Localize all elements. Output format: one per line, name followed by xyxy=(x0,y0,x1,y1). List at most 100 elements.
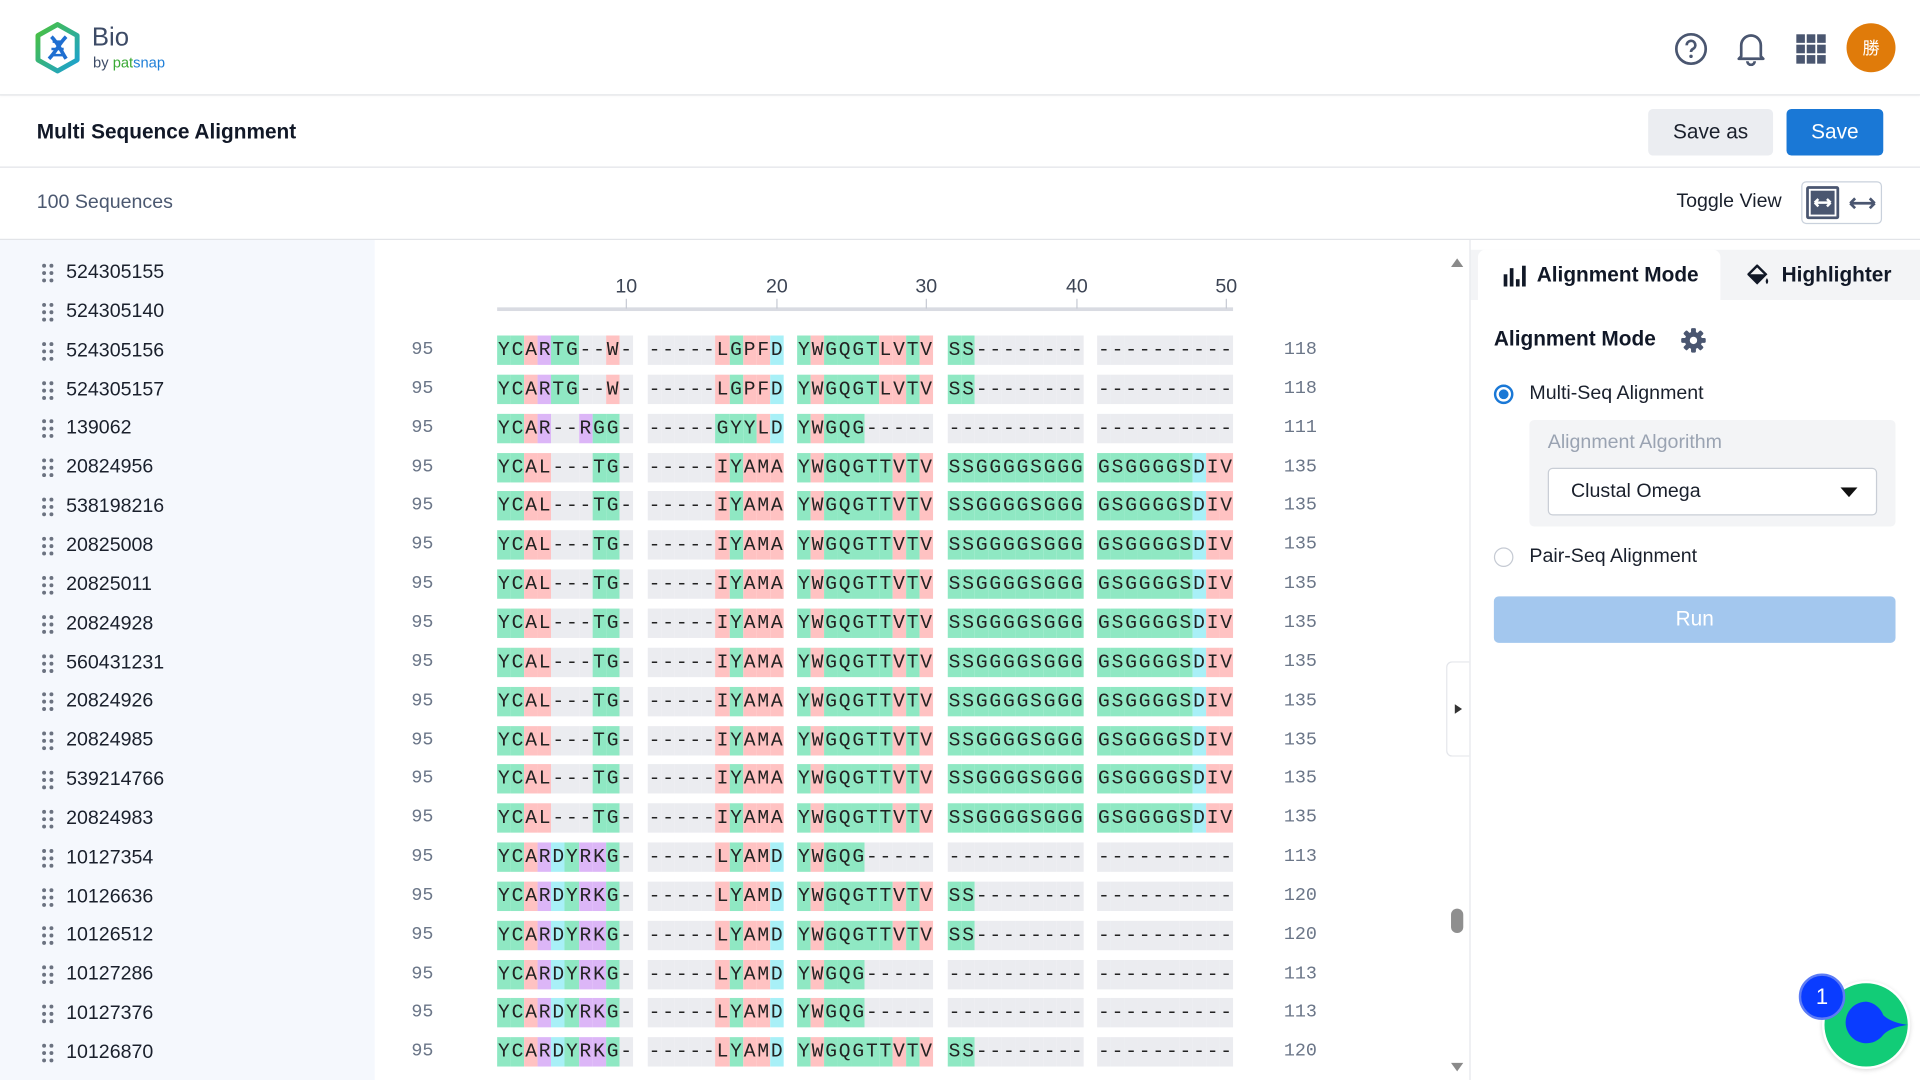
start-position: 95 xyxy=(411,690,434,711)
sequence-list-item[interactable]: 139062 xyxy=(0,411,375,448)
gap-cell: - xyxy=(702,569,716,599)
sequence-list-item[interactable]: 20825011 xyxy=(0,567,375,604)
drag-handle-icon[interactable] xyxy=(42,458,54,478)
pair-seq-label[interactable]: Pair-Seq Alignment xyxy=(1529,546,1698,567)
sequence-list-item[interactable]: 524305155 xyxy=(0,255,375,292)
sequence-list-item[interactable]: 538198216 xyxy=(0,489,375,526)
residue-cell: G xyxy=(824,647,838,677)
drag-handle-icon[interactable] xyxy=(42,887,54,907)
drag-handle-icon[interactable] xyxy=(42,341,54,361)
gap-cell: - xyxy=(619,647,633,677)
scroll-down-arrow-icon[interactable] xyxy=(1450,1057,1465,1079)
residue-cell: A xyxy=(770,452,784,482)
sequence-list-item[interactable]: 10127376 xyxy=(0,996,375,1033)
residue-cell: A xyxy=(524,335,538,365)
drag-handle-icon[interactable] xyxy=(42,926,54,946)
gap-cell: - xyxy=(674,842,689,872)
drag-handle-icon[interactable] xyxy=(42,1043,54,1063)
apps-grid-icon[interactable] xyxy=(1793,31,1830,68)
toggle-wrap-view-button[interactable] xyxy=(1805,185,1841,221)
sequence-list-item[interactable]: 20824985 xyxy=(0,723,375,760)
residue-cell: Y xyxy=(729,764,743,794)
drag-handle-icon[interactable] xyxy=(42,965,54,985)
alignment-row: 95 135 Y C A L - - - T G - - - - - - I Y A M A Y W G Q G T T V T V S S G G G… xyxy=(0,569,1445,599)
drag-handle-icon[interactable] xyxy=(42,1004,54,1024)
sequence-list-item[interactable]: 10127354 xyxy=(0,840,375,877)
residue-cell: S xyxy=(1110,686,1125,716)
residue-cell: G xyxy=(1056,530,1071,560)
gear-icon[interactable] xyxy=(1680,327,1707,360)
gap-cell: - xyxy=(1029,998,1043,1028)
sequence-list-item[interactable]: 10126870 xyxy=(0,1035,375,1072)
collapse-panel-button[interactable] xyxy=(1446,661,1470,757)
sequence-list-item[interactable]: 560431231 xyxy=(0,645,375,682)
residue-cell: Y xyxy=(797,413,811,443)
drag-handle-icon[interactable] xyxy=(42,497,54,517)
gap-cell: - xyxy=(551,491,566,521)
multi-seq-radio[interactable] xyxy=(1493,384,1514,405)
gap-cell: - xyxy=(1151,920,1166,950)
sequence-list-item[interactable]: 10126636 xyxy=(0,879,375,916)
residue-cell: Y xyxy=(797,569,811,599)
sequence-list-item[interactable]: 10126512 xyxy=(0,918,375,955)
bio-logo-icon[interactable] xyxy=(34,22,81,74)
drag-handle-icon[interactable] xyxy=(42,302,54,322)
sequence-list-item[interactable]: 20824926 xyxy=(0,684,375,721)
bell-icon[interactable] xyxy=(1733,29,1770,67)
sequence-list-item[interactable]: 524305157 xyxy=(0,372,375,409)
residue-cell: W xyxy=(810,335,825,365)
drag-handle-icon[interactable] xyxy=(42,614,54,634)
residue-cell: K xyxy=(592,1037,606,1067)
drag-handle-icon[interactable] xyxy=(42,419,54,439)
drag-handle-icon[interactable] xyxy=(42,731,54,751)
residue-cell: G xyxy=(824,491,838,521)
residue-cell: R xyxy=(537,842,552,872)
alignment-scrollbar[interactable] xyxy=(1446,240,1469,1080)
save-button[interactable]: Save xyxy=(1786,108,1884,156)
sequence-list-item[interactable]: 10127286 xyxy=(0,957,375,994)
save-as-button[interactable]: Save as xyxy=(1648,108,1774,156)
residue-cell: S xyxy=(1029,452,1043,482)
scroll-up-arrow-icon[interactable] xyxy=(1450,252,1465,274)
drag-handle-icon[interactable] xyxy=(42,809,54,829)
sequence-list-item[interactable]: 524305140 xyxy=(0,294,375,331)
residue-cell: G xyxy=(1137,686,1152,716)
scrollbar-thumb[interactable] xyxy=(1451,908,1464,934)
run-button[interactable]: Run xyxy=(1493,596,1896,643)
sequence-list-item[interactable]: 20824983 xyxy=(0,801,375,838)
sequence-list-item[interactable]: 20824928 xyxy=(0,606,375,643)
sequence-list-item[interactable]: 20825008 xyxy=(0,528,375,565)
drag-handle-icon[interactable] xyxy=(42,575,54,595)
residue-cell: G xyxy=(974,686,989,716)
help-icon[interactable] xyxy=(1673,31,1710,68)
residue-cell: W xyxy=(810,491,825,521)
drag-handle-icon[interactable] xyxy=(42,536,54,556)
multi-seq-label[interactable]: Multi-Seq Alignment xyxy=(1529,383,1704,405)
sequence-list-item[interactable]: 539214766 xyxy=(0,762,375,799)
sequence-list-item[interactable]: 20824956 xyxy=(0,450,375,487)
drag-handle-icon[interactable] xyxy=(42,263,54,283)
gap-cell: - xyxy=(1192,920,1206,950)
drag-handle-icon[interactable] xyxy=(42,848,54,868)
drag-handle-icon[interactable] xyxy=(42,380,54,400)
drag-handle-icon[interactable] xyxy=(42,770,54,790)
residue-cell: A xyxy=(742,530,757,560)
sequence-list-item[interactable]: 524305156 xyxy=(0,333,375,370)
algorithm-select[interactable]: Clustal Omega xyxy=(1547,467,1878,516)
residue-cell: T xyxy=(865,452,879,482)
drag-handle-icon[interactable] xyxy=(42,653,54,673)
drag-handle-icon[interactable] xyxy=(42,692,54,712)
residue-cell: D xyxy=(1192,647,1206,677)
tab-alignment-mode[interactable]: Alignment Mode xyxy=(1477,249,1721,301)
gap-cell: - xyxy=(674,647,689,677)
residue-cell: D xyxy=(770,959,784,989)
toggle-scroll-view-button[interactable] xyxy=(1847,189,1879,218)
tab-highlighter[interactable]: Highlighter xyxy=(1723,250,1919,300)
user-avatar[interactable]: 勝 xyxy=(1846,23,1896,73)
pair-seq-radio[interactable] xyxy=(1493,547,1514,567)
